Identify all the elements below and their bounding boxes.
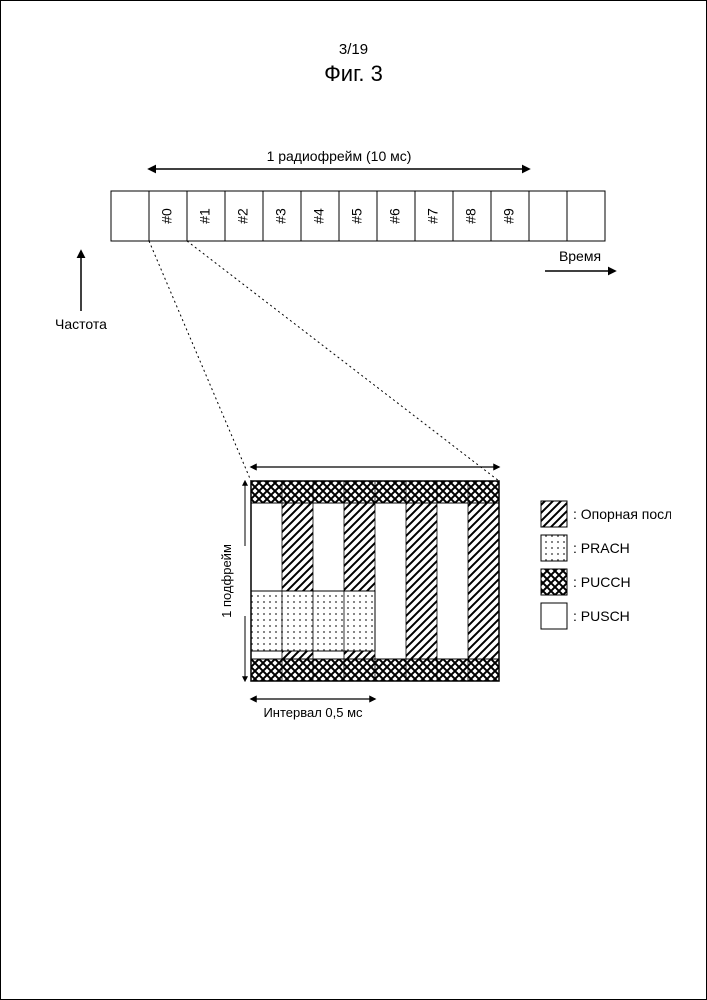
frame-cell-label: #9 [501, 208, 517, 224]
subframe: 1 подфрейм Интервал 0,5 мс [219, 467, 499, 720]
legend-label-ref: : Опорная последовательность [573, 506, 671, 522]
frame-cell-label: #4 [311, 208, 327, 224]
frame-cell-label: #0 [159, 208, 175, 224]
figure-header: 3/19 Фиг. 3 [1, 41, 706, 87]
ref-symbol [468, 503, 499, 659]
slot-span-label: Интервал 0,5 мс [263, 705, 363, 720]
legend-label-prach: : PRACH [573, 540, 630, 556]
time-axis-label: Время [559, 248, 601, 264]
frame-cell-label: #6 [387, 208, 403, 224]
zoom-line [149, 241, 251, 481]
radioframe: #0 #1 #2 #3 #4 #5 #6 #7 #8 #9 1 радиофрейм (10 мс) [111, 148, 605, 241]
zoom-line [187, 241, 499, 481]
legend-label-pucch: : PUCCH [573, 574, 631, 590]
ref-symbol [406, 503, 437, 659]
frame-cell [111, 191, 149, 241]
freq-axis-label: Частота [55, 316, 107, 332]
legend-swatch-prach [541, 535, 567, 561]
figure-label: Фиг. 3 [1, 61, 706, 87]
legend-label-pusch: : PUSCH [573, 608, 630, 624]
frame-cell-label: #2 [235, 208, 251, 224]
subframe-span-label: 1 подфрейм [219, 544, 234, 618]
frame-cell-label: #3 [273, 208, 289, 224]
legend-swatch-pucch [541, 569, 567, 595]
frame-cell-label: #8 [463, 208, 479, 224]
frame-cell-label: #1 [197, 208, 213, 224]
page-number: 3/19 [1, 41, 706, 58]
zoom-lines [149, 241, 499, 481]
frame-cell [567, 191, 605, 241]
frame-span-label: 1 радиофрейм (10 мс) [267, 148, 412, 164]
diagram-container: Частота Время #0 #1 #2 #3 #4 #5 #6 #7 #8 #9 1 радио… [51, 131, 671, 931]
diagram-svg: Частота Время #0 #1 #2 #3 #4 #5 #6 #7 #8 #9 1 радио… [51, 131, 671, 931]
legend-swatch-pusch [541, 603, 567, 629]
legend-swatch-ref [541, 501, 567, 527]
frame-cell-label: #5 [349, 208, 365, 224]
legend: : Опорная последовательность : PRACH : PUC… [541, 501, 671, 629]
page-frame: 3/19 Фиг. 3 [0, 0, 707, 1000]
axes: Частота Время [55, 248, 615, 332]
frame-cell-label: #7 [425, 208, 441, 224]
frame-cell [529, 191, 567, 241]
